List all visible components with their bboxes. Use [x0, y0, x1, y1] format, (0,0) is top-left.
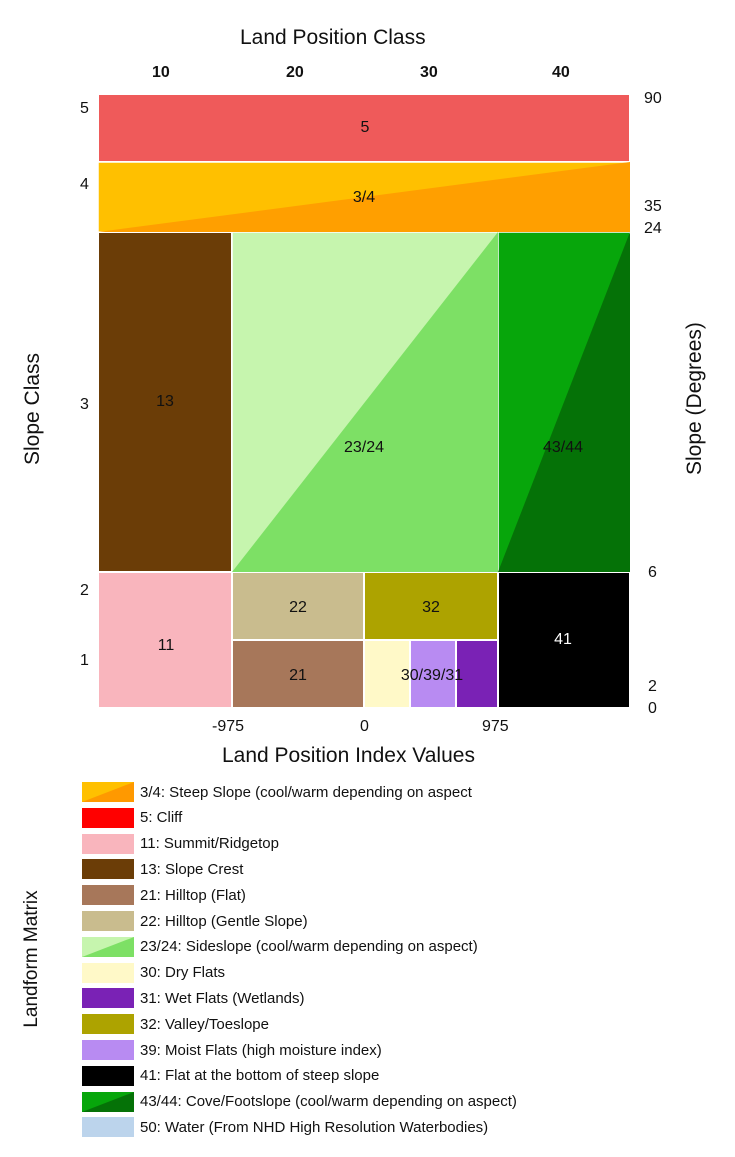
top-axis-title: Land Position Class	[240, 26, 426, 49]
legend-swatch	[82, 859, 134, 880]
legend-label: 50: Water (From NHD High Resolution Wate…	[140, 1118, 489, 1136]
cell-label-4344: 43/44	[542, 439, 584, 456]
left-tick-5: 5	[80, 100, 89, 117]
cell-31-wet-flats	[456, 640, 498, 708]
left-tick-3: 3	[80, 396, 89, 413]
legend-swatch	[82, 782, 134, 802]
legend-swatch	[82, 1040, 134, 1060]
legend-item: 41: Flat at the bottom of steep slope	[82, 1065, 379, 1087]
top-tick-10: 10	[152, 64, 170, 81]
right-tick-35: 35	[644, 198, 662, 215]
legend-label: 32: Valley/Toeslope	[140, 1015, 269, 1033]
legend-label: 21: Hilltop (Flat)	[140, 886, 246, 904]
cell-22-hilltop-gentle	[232, 572, 364, 640]
cell-13-slope-crest	[98, 232, 232, 572]
legend-label: 31: Wet Flats (Wetlands)	[140, 989, 305, 1007]
top-tick-40: 40	[552, 64, 570, 81]
legend-item: 21: Hilltop (Flat)	[82, 884, 246, 906]
cell-30-dry-flats	[364, 640, 410, 708]
legend-item: 50: Water (From NHD High Resolution Wate…	[82, 1116, 488, 1138]
legend-label: 30: Dry Flats	[140, 964, 226, 982]
cell-label-13: 13	[156, 393, 174, 410]
cell-34-steep-slope	[98, 162, 630, 232]
legend-swatch	[82, 1014, 134, 1035]
bottom-tick-975: 975	[482, 718, 509, 735]
legend-title: Landform Matrix	[21, 890, 42, 1028]
right-tick-6: 6	[648, 564, 657, 581]
bottom-tick-neg975: -975	[212, 718, 245, 735]
cell-5-cliff	[98, 94, 630, 162]
legend-swatch	[82, 833, 134, 854]
cell-label-5: 5	[360, 119, 370, 136]
right-tick-24: 24	[644, 220, 662, 237]
cell-label-11: 11	[157, 637, 175, 654]
legend-swatch	[82, 962, 134, 983]
legend-label: 39: Moist Flats (high moisture index)	[140, 1041, 382, 1059]
cell-label-22: 22	[289, 599, 307, 616]
legend-swatch	[82, 936, 134, 957]
legend-item: 22: Hilltop (Gentle Slope)	[82, 910, 308, 932]
right-tick-90: 90	[644, 90, 662, 107]
legend-swatch	[82, 885, 134, 906]
legend-item: 11: Summit/Ridgetop	[82, 833, 279, 855]
legend-item: 32: Valley/Toeslope	[82, 1013, 269, 1035]
cell-label-34: 3/4	[352, 189, 376, 206]
landform-matrix: 5 3/4 13 23/24 43/44 11 22 32 21 30/39/3…	[98, 94, 630, 708]
cell-label-41: 41	[554, 631, 572, 648]
right-tick-0: 0	[648, 700, 657, 717]
legend-label: 43/44: Cove/Footslope (cool/warm dependi…	[140, 1093, 517, 1111]
legend-swatch	[82, 988, 134, 1009]
legend-label: 22: Hilltop (Gentle Slope)	[140, 912, 308, 930]
legend-item: 23/24: Sideslope (cool/warm depending on…	[82, 936, 478, 958]
legend-label: 41: Flat at the bottom of steep slope	[140, 1067, 380, 1085]
legend-item: 30: Dry Flats	[82, 962, 225, 984]
legend-label: 11: Summit/Ridgetop	[140, 835, 279, 853]
legend-swatch	[82, 1091, 134, 1112]
legend-item: 5: Cliff	[82, 807, 182, 829]
legend-swatch	[82, 807, 134, 828]
legend-label: 13: Slope Crest	[140, 860, 244, 878]
cell-21-hilltop-flat	[232, 640, 364, 708]
legend-label: 3/4: Steep Slope (cool/warm depending on…	[140, 783, 472, 801]
cell-2324-sideslope	[232, 232, 498, 572]
top-tick-30: 30	[420, 64, 438, 81]
cell-41-flat-bottom	[498, 572, 630, 708]
left-tick-1: 1	[80, 652, 89, 669]
legend-item: 3/4: Steep Slope (cool/warm depending on…	[82, 781, 472, 803]
left-tick-4: 4	[80, 176, 89, 193]
legend-swatch	[82, 1065, 134, 1086]
legend-item: 31: Wet Flats (Wetlands)	[82, 987, 305, 1009]
top-tick-20: 20	[286, 64, 304, 81]
cell-39-moist-flats	[410, 640, 456, 708]
cell-label-32: 32	[422, 599, 440, 616]
cell-label-2324: 23/24	[343, 439, 385, 456]
legend-label: 5: Cliff	[140, 809, 183, 827]
left-tick-2: 2	[80, 582, 89, 599]
legend-label: 23/24: Sideslope (cool/warm depending on…	[140, 938, 478, 956]
legend-swatch	[82, 1117, 134, 1138]
cell-label-303931: 30/39/31	[400, 667, 464, 684]
right-tick-2: 2	[648, 678, 657, 695]
cell-32-valley	[364, 572, 498, 640]
cell-4344-cove	[498, 232, 630, 572]
legend-item: 13: Slope Crest	[82, 858, 243, 880]
cell-11-summit	[98, 572, 232, 708]
legend-item: 43/44: Cove/Footslope (cool/warm dependi…	[82, 1091, 517, 1113]
bottom-tick-0: 0	[360, 718, 369, 735]
legend-item: 39: Moist Flats (high moisture index)	[82, 1039, 382, 1061]
legend-swatch	[82, 911, 134, 931]
bottom-axis-title: Land Position Index Values	[222, 744, 475, 767]
cell-label-21: 21	[289, 667, 307, 684]
